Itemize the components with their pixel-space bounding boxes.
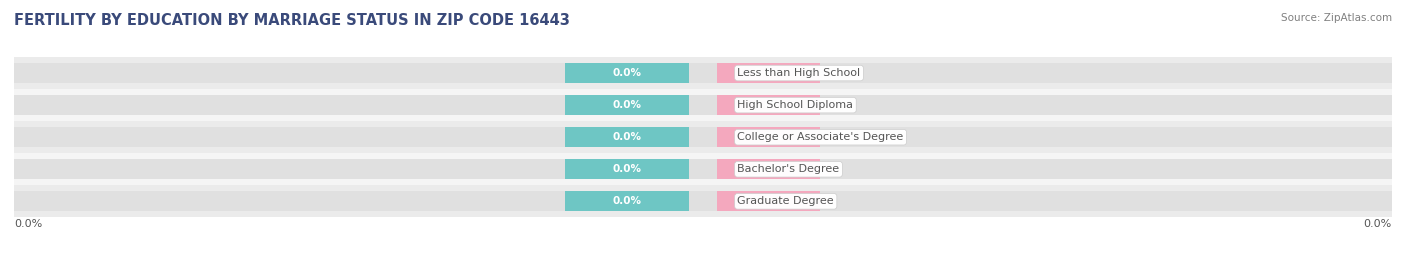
Bar [14,89,1392,121]
Bar [717,192,820,211]
Text: 0.0%: 0.0% [613,164,641,174]
Text: 0.0%: 0.0% [1364,220,1392,229]
Text: 0.0%: 0.0% [754,164,783,174]
Text: Bachelor's Degree: Bachelor's Degree [738,164,839,174]
Bar [565,127,689,147]
Bar [14,95,1392,115]
Bar [717,63,820,83]
Text: Source: ZipAtlas.com: Source: ZipAtlas.com [1281,13,1392,23]
Bar [717,127,820,147]
Bar [565,63,689,83]
Bar [717,159,820,179]
Text: Less than High School: Less than High School [738,68,860,78]
Text: 0.0%: 0.0% [754,132,783,142]
Bar [14,185,1392,217]
Bar [717,95,820,115]
Text: 0.0%: 0.0% [613,100,641,110]
Text: College or Associate's Degree: College or Associate's Degree [738,132,904,142]
Bar [14,192,1392,211]
Bar [14,159,1392,179]
Bar [565,95,689,115]
Bar [14,153,1392,185]
Text: 0.0%: 0.0% [613,68,641,78]
Bar [14,63,1392,83]
Text: FERTILITY BY EDUCATION BY MARRIAGE STATUS IN ZIP CODE 16443: FERTILITY BY EDUCATION BY MARRIAGE STATU… [14,13,569,29]
Text: 0.0%: 0.0% [754,68,783,78]
Bar [14,57,1392,89]
Text: 0.0%: 0.0% [754,196,783,206]
Text: 0.0%: 0.0% [754,100,783,110]
Bar [565,159,689,179]
Bar [14,121,1392,153]
Text: 0.0%: 0.0% [14,220,42,229]
Bar [14,127,1392,147]
Text: Graduate Degree: Graduate Degree [738,196,834,206]
Bar [565,192,689,211]
Text: 0.0%: 0.0% [613,196,641,206]
Text: High School Diploma: High School Diploma [738,100,853,110]
Text: 0.0%: 0.0% [613,132,641,142]
